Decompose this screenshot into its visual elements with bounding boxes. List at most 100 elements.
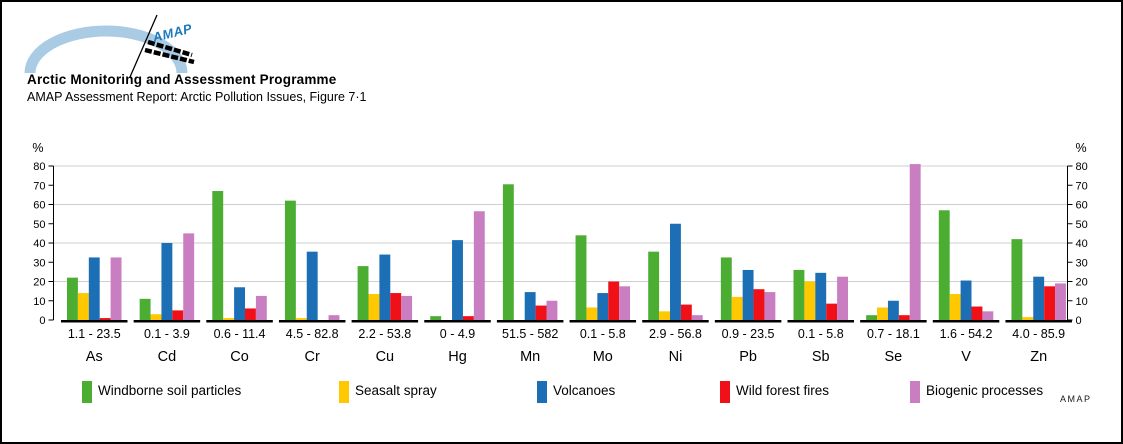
bar — [659, 311, 670, 320]
bar — [680, 304, 692, 320]
range-label: 0.7 - 18.1 — [867, 327, 920, 341]
bar — [949, 294, 961, 320]
bar — [1044, 286, 1056, 320]
tick-label-left: 30 — [33, 257, 45, 269]
bar — [234, 287, 245, 320]
bar — [524, 292, 536, 320]
group-baseline — [932, 320, 1000, 323]
element-label: V — [961, 349, 971, 365]
tick-label-left: 40 — [33, 238, 45, 250]
range-label: 0.9 - 23.5 — [722, 327, 775, 341]
tick-label-left: 10 — [33, 296, 45, 308]
seasalt-swatch — [339, 381, 349, 403]
bar — [172, 310, 184, 320]
amap-logo: AMAP — [24, 14, 195, 78]
bar — [866, 315, 878, 320]
bar — [245, 308, 256, 320]
range-label: 51.5 - 582 — [502, 327, 558, 341]
bar — [804, 281, 816, 320]
legend-label: Seasalt spray — [355, 383, 437, 398]
fires-swatch — [720, 381, 730, 403]
range-label: 2.2 - 53.8 — [358, 327, 411, 341]
bar — [753, 289, 765, 320]
group-baseline — [569, 320, 637, 323]
bar — [77, 293, 89, 320]
bar — [720, 257, 732, 320]
range-label: 0.1 - 3.9 — [144, 327, 190, 341]
bar — [909, 164, 921, 320]
bar — [306, 251, 318, 320]
range-label: 4.0 - 85.9 — [1012, 327, 1065, 341]
bar — [430, 316, 442, 320]
bar — [546, 300, 558, 320]
bar — [183, 233, 195, 320]
bar — [764, 292, 776, 320]
unit-label-right: % — [1076, 141, 1087, 155]
bar — [150, 314, 162, 320]
bar — [619, 286, 631, 320]
tick-label-right: 20 — [1076, 277, 1088, 289]
group-baseline — [278, 320, 346, 323]
group-baseline — [714, 320, 782, 323]
bar — [223, 318, 235, 320]
tick-label-right: 50 — [1076, 219, 1088, 231]
element-label: Cd — [158, 349, 177, 365]
element-label: Cr — [305, 349, 320, 365]
bar — [877, 307, 888, 320]
element-label: Hg — [448, 349, 467, 365]
group-baseline — [496, 320, 564, 323]
element-label: Mo — [593, 349, 613, 365]
bar — [452, 240, 463, 320]
range-label: 4.5 - 82.8 — [286, 327, 339, 341]
range-label: 0.1 - 5.8 — [798, 327, 844, 341]
logo-diagonal-line — [129, 14, 158, 78]
bar — [938, 210, 950, 320]
bar — [295, 318, 307, 320]
bar — [670, 223, 681, 320]
bar — [898, 315, 910, 320]
bar — [1011, 239, 1023, 320]
bar — [793, 269, 805, 320]
tick-label-left: 80 — [33, 161, 45, 173]
bar — [110, 257, 122, 320]
tick-label-left: 20 — [33, 277, 45, 289]
range-label: 0.1 - 5.8 — [580, 327, 626, 341]
tick-label-left: 50 — [33, 219, 45, 231]
unit-label-left: % — [32, 141, 43, 155]
legend-label: Biogenic processes — [926, 383, 1044, 398]
bar — [815, 272, 827, 320]
element-label: Co — [230, 349, 249, 365]
bar — [368, 294, 380, 320]
bar — [99, 318, 111, 320]
volcanoes-swatch — [537, 381, 547, 403]
bar — [390, 293, 402, 320]
legend-label: Windborne soil particles — [98, 383, 242, 398]
tick-label-left: 60 — [33, 200, 45, 212]
group-baseline — [787, 320, 854, 323]
bar — [575, 235, 587, 320]
amap-watermark: AMAP — [1060, 394, 1092, 404]
group-baseline — [206, 320, 273, 323]
bar — [284, 200, 296, 320]
element-label: Cu — [376, 349, 395, 365]
tick-label-right: 70 — [1076, 180, 1088, 192]
bar — [1033, 276, 1045, 320]
page-subtitle: AMAP Assessment Report: Arctic Pollution… — [27, 90, 367, 104]
bar — [971, 306, 983, 320]
bar — [473, 211, 485, 320]
tick-label-right: 0 — [1076, 315, 1082, 327]
group-baseline — [61, 320, 128, 323]
page-title: Arctic Monitoring and Assessment Program… — [27, 72, 337, 87]
bar — [139, 298, 151, 320]
element-label: Zn — [1030, 349, 1047, 365]
element-label: Ni — [669, 349, 683, 365]
range-label: 2.9 - 56.8 — [649, 327, 702, 341]
bar — [887, 300, 899, 320]
bar — [535, 305, 547, 320]
bar — [648, 251, 660, 320]
bar — [960, 280, 972, 320]
element-label: Mn — [520, 349, 540, 365]
bar — [731, 296, 743, 320]
bar — [357, 266, 369, 320]
